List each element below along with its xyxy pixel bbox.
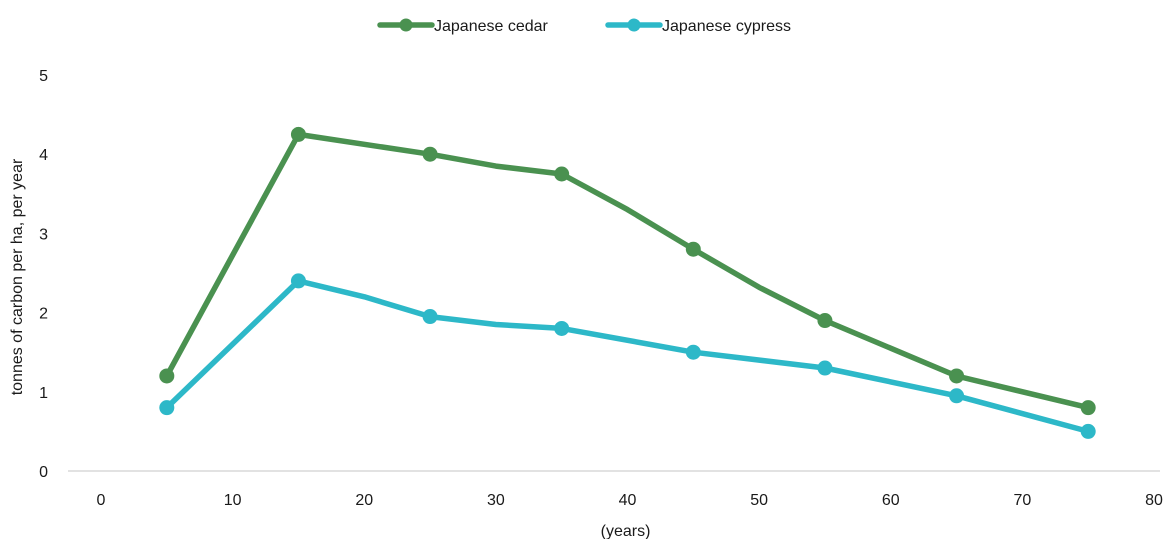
data-point — [949, 368, 965, 384]
legend-swatch-marker — [399, 18, 413, 32]
data-point — [290, 126, 306, 142]
data-point — [290, 273, 306, 289]
data-point — [159, 400, 175, 416]
x-axis-ticks: 0 10 20 30 40 50 60 70 80 — [97, 492, 1163, 509]
legend-label: Japanese cedar — [434, 18, 549, 35]
data-point — [817, 313, 833, 329]
data-point — [554, 166, 570, 182]
legend-item: Japanese cypress — [605, 18, 791, 35]
y-tick-label: 0 — [39, 464, 48, 481]
x-tick-label: 50 — [750, 492, 768, 509]
data-point — [1080, 400, 1096, 416]
series-line — [164, 278, 1091, 435]
x-tick-label: 10 — [224, 492, 242, 509]
legend-item: Japanese cedar — [377, 18, 549, 35]
y-tick-label: 4 — [39, 147, 48, 164]
x-tick-label: 30 — [487, 492, 505, 509]
data-point — [685, 241, 701, 257]
data-point — [159, 368, 175, 384]
legend-label: Japanese cypress — [662, 18, 791, 35]
series-2 — [159, 273, 1096, 439]
y-tick-label: 1 — [39, 385, 48, 402]
series-group — [159, 126, 1096, 439]
data-point — [554, 320, 570, 336]
data-point — [817, 360, 833, 376]
data-point — [422, 309, 438, 325]
y-tick-label: 3 — [39, 226, 48, 243]
data-point — [949, 388, 965, 404]
data-point — [685, 344, 701, 360]
x-tick-label: 0 — [97, 492, 106, 509]
x-axis-title: (years) — [601, 523, 651, 539]
x-tick-label: 60 — [882, 492, 900, 509]
series-1 — [159, 126, 1096, 416]
data-point — [1080, 423, 1096, 439]
data-point — [422, 146, 438, 162]
legend: Japanese cedar Japanese cypress — [377, 18, 791, 35]
y-tick-label: 2 — [39, 306, 48, 323]
legend-swatch-marker — [627, 18, 641, 32]
series-line — [164, 131, 1091, 411]
x-tick-label: 70 — [1013, 492, 1031, 509]
y-tick-label: 5 — [39, 68, 48, 85]
x-tick-label: 80 — [1145, 492, 1163, 509]
y-axis-title: tonnes of carbon per ha, per year — [9, 158, 26, 395]
x-tick-label: 20 — [355, 492, 373, 509]
x-tick-label: 40 — [619, 492, 637, 509]
y-axis-ticks: 0 1 2 3 4 5 — [39, 68, 48, 481]
